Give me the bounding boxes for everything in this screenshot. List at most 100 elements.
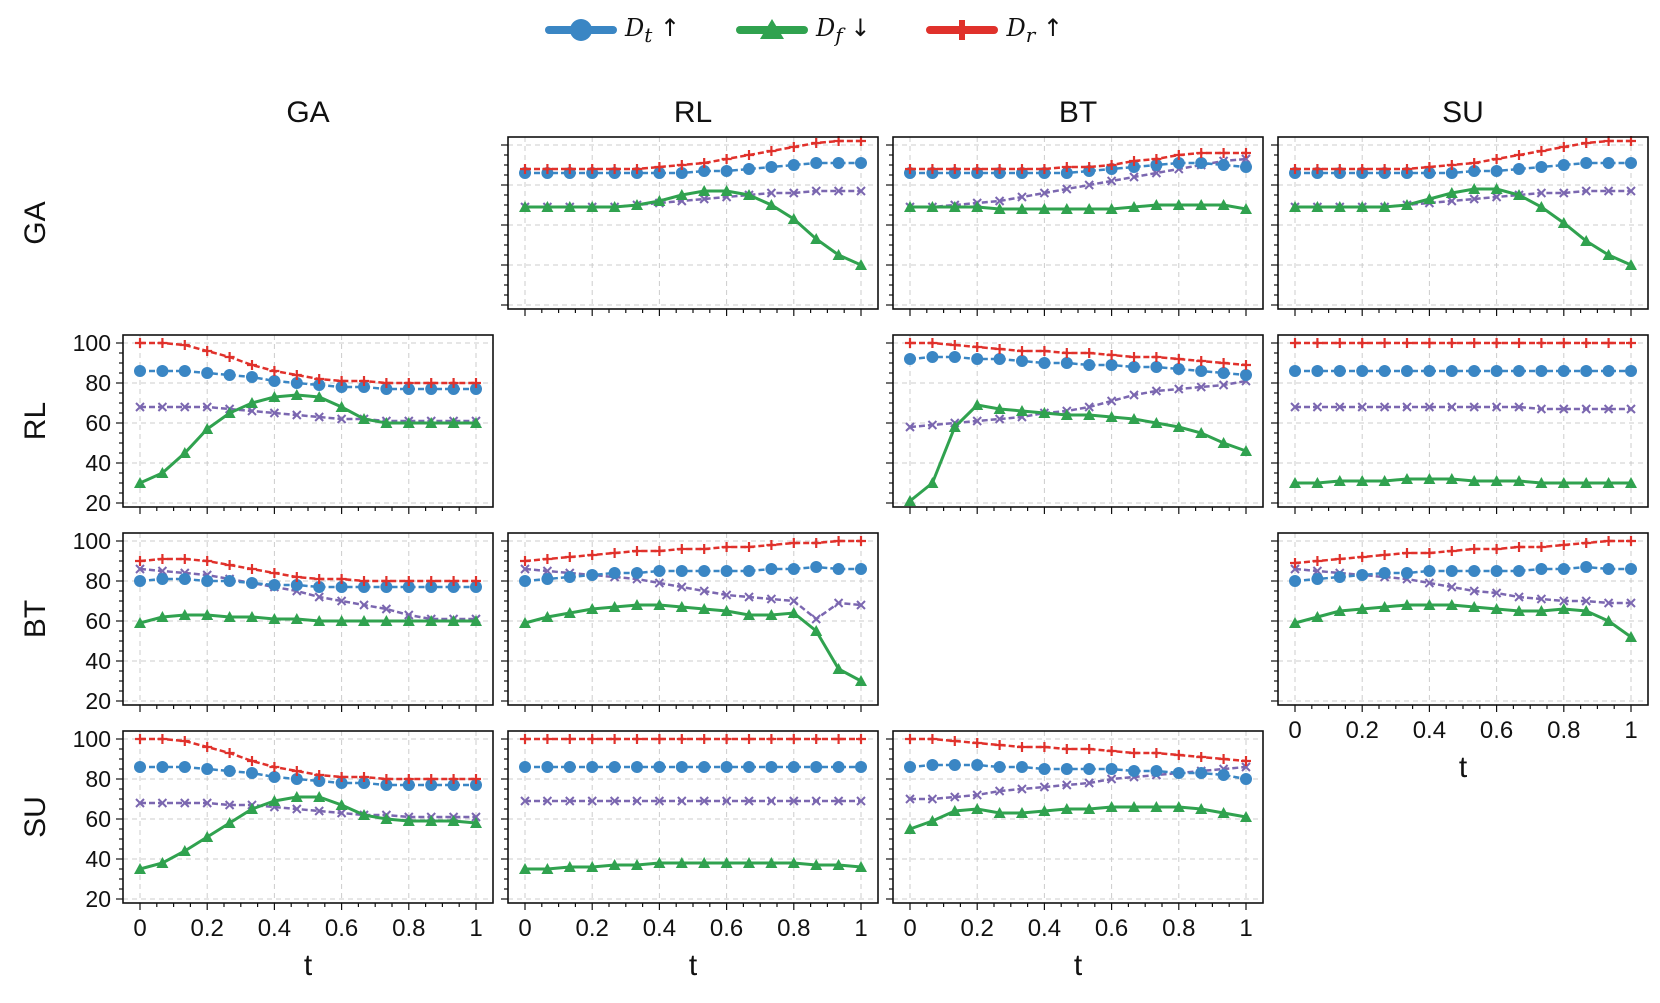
- point-dt: [402, 383, 415, 395]
- point-df: [134, 477, 146, 488]
- y-tick-label: 20: [85, 886, 111, 912]
- point-df: [1513, 189, 1526, 200]
- point-dr: [1514, 150, 1525, 160]
- point-dr: [927, 338, 938, 348]
- point-df: [832, 663, 845, 674]
- point-dr: [972, 342, 983, 352]
- point-dr: [1424, 548, 1435, 558]
- point-extra: [1626, 186, 1636, 196]
- point-dt: [470, 779, 482, 791]
- point-dr: [811, 138, 822, 148]
- series-line-dt: [1295, 161, 1631, 175]
- point-df: [1445, 187, 1458, 198]
- point-df: [904, 201, 916, 212]
- x-tick-label: 0.8: [777, 915, 810, 942]
- point-extra: [744, 796, 754, 806]
- point-dr: [1536, 146, 1547, 156]
- point-dt: [855, 761, 867, 773]
- point-dt: [1356, 569, 1369, 581]
- point-dr: [856, 536, 866, 546]
- point-dt: [402, 779, 415, 791]
- point-df: [971, 803, 984, 814]
- point-dt: [1150, 361, 1163, 373]
- point-df: [630, 199, 643, 210]
- point-extra: [856, 600, 866, 610]
- point-dr: [1401, 548, 1412, 558]
- point-dr: [202, 346, 213, 356]
- point-dt: [1240, 773, 1252, 785]
- point-dt: [156, 573, 169, 585]
- point-dr: [833, 734, 844, 744]
- point-dr: [1016, 164, 1027, 174]
- point-df: [563, 861, 576, 872]
- point-dr: [359, 576, 370, 586]
- series-line-dt: [524, 565, 861, 583]
- point-dr: [1312, 556, 1323, 566]
- panel-su-bt: 0 0.2 0.4 0.6 0.8 1 t: [886, 730, 1264, 982]
- point-dt: [223, 575, 236, 587]
- point-dr: [631, 164, 642, 174]
- point-df: [765, 199, 778, 210]
- point-dt: [1490, 365, 1503, 377]
- point-df: [926, 477, 939, 488]
- point-df: [743, 609, 756, 620]
- x-tick-label: 0.6: [1095, 915, 1128, 942]
- point-dr: [788, 142, 799, 152]
- point-dt: [765, 761, 778, 773]
- point-extra: [856, 796, 866, 806]
- point-df: [563, 607, 576, 618]
- point-df: [1015, 405, 1028, 416]
- point-dr: [788, 734, 799, 744]
- point-dr: [1241, 756, 1251, 766]
- point-extra: [1039, 782, 1050, 792]
- point-df: [698, 603, 711, 614]
- point-dt: [787, 761, 800, 773]
- point-extra: [654, 796, 665, 806]
- point-extra: [677, 582, 687, 592]
- point-df: [245, 803, 258, 814]
- y-tick-label: 60: [85, 608, 111, 634]
- point-df: [1105, 203, 1118, 214]
- point-dr: [994, 344, 1005, 354]
- point-extra: [565, 796, 575, 806]
- point-df: [1356, 475, 1369, 486]
- point-extra: [587, 796, 597, 806]
- point-dt: [810, 157, 823, 169]
- point-df: [1311, 477, 1324, 488]
- point-extra: [789, 796, 799, 806]
- point-dt: [358, 581, 371, 593]
- point-dr: [1446, 338, 1457, 348]
- series-line-dt: [1294, 565, 1631, 583]
- panel-su-ga: 0 0.2 0.4 0.6 0.8 1 t 20 40 60 80 100: [73, 726, 494, 982]
- point-df: [586, 861, 599, 872]
- series-line-dr: [524, 539, 861, 563]
- point-dr: [1106, 160, 1117, 170]
- point-df: [1490, 183, 1503, 194]
- point-dr: [1312, 164, 1323, 174]
- panel-bt-ga: 20 40 60 80 100: [73, 528, 494, 714]
- point-dt: [787, 159, 800, 171]
- point-df: [855, 259, 867, 270]
- point-extra: [542, 796, 553, 806]
- point-dr: [224, 352, 235, 362]
- point-df: [425, 815, 438, 826]
- point-dr: [1039, 164, 1050, 174]
- point-dt: [1015, 761, 1028, 773]
- point-dr: [766, 146, 777, 156]
- series-line-extra: [909, 379, 1247, 429]
- point-dt: [380, 581, 393, 593]
- point-df: [134, 617, 146, 628]
- point-dt: [810, 561, 823, 573]
- series-line-extra: [910, 157, 1247, 209]
- point-dr: [381, 576, 392, 586]
- point-df: [201, 609, 214, 620]
- point-df: [1128, 201, 1141, 212]
- point-df: [904, 495, 916, 506]
- point-dt: [948, 351, 961, 363]
- point-dt: [855, 157, 867, 169]
- point-extra: [1491, 588, 1502, 598]
- point-dr: [291, 766, 302, 776]
- point-dt: [178, 573, 191, 585]
- series-line-dt: [909, 763, 1247, 781]
- series-line-df: [910, 203, 1247, 211]
